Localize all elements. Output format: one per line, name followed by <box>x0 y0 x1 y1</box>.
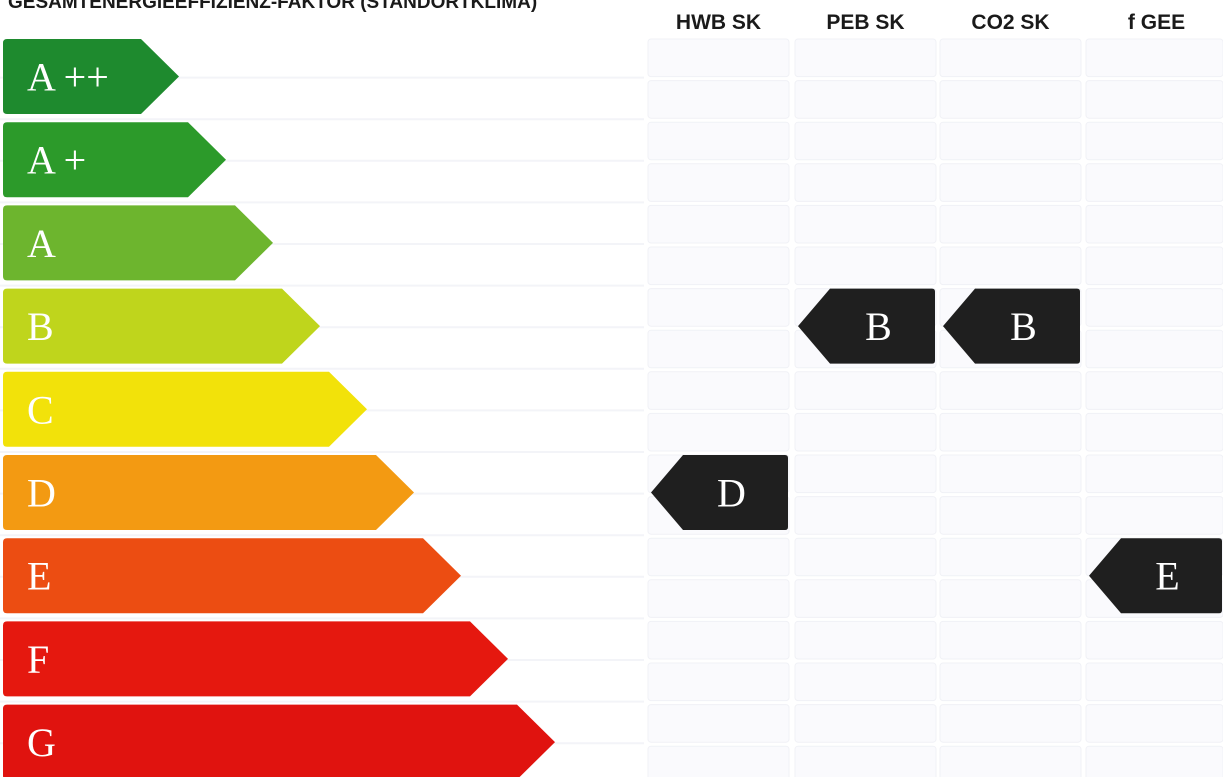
class-label-a: A <box>27 221 56 266</box>
grid-cell <box>794 662 937 702</box>
grid-cell <box>939 204 1082 244</box>
grid-cell <box>939 496 1082 535</box>
grid-cell <box>939 745 1082 777</box>
grid-cell <box>794 704 937 743</box>
grid-cell <box>794 163 937 202</box>
grid-cell <box>794 246 937 286</box>
grid-cell <box>794 121 937 161</box>
column-header-peb-sk: PEB SK <box>826 11 904 34</box>
rating-marker-label-co2-sk: B <box>1010 304 1037 349</box>
class-bar-c <box>3 371 367 447</box>
rating-marker-label-f-gee: E <box>1155 554 1179 599</box>
class-bar-a-plusplus <box>3 39 179 114</box>
grid-cell <box>647 246 790 286</box>
rating-markers: D B B E <box>651 288 1222 614</box>
grid-cell <box>939 579 1082 618</box>
grid-cell <box>647 745 790 777</box>
grid-cell <box>939 38 1082 78</box>
class-bar-b <box>3 288 320 364</box>
column-header-f-gee: f GEE <box>1128 11 1185 34</box>
class-bar-a <box>3 205 273 281</box>
rating-marker-label-hwb-sk: D <box>717 471 746 516</box>
grid-cell <box>1085 246 1223 286</box>
grid-cell <box>939 620 1082 660</box>
grid-cell <box>647 288 790 327</box>
grid-cell <box>939 662 1082 702</box>
grid-cell <box>1085 704 1223 743</box>
grid-cell <box>939 246 1082 286</box>
grid-cell <box>647 38 790 78</box>
grid-cell <box>939 704 1082 743</box>
grid-cell <box>647 537 790 577</box>
rating-marker-hwb-sk <box>651 455 788 530</box>
rating-marker-co2-sk <box>943 288 1080 364</box>
class-label-a-plusplus: A ++ <box>27 55 109 100</box>
rating-marker-peb-sk <box>798 288 935 364</box>
grid-cell <box>1085 80 1223 119</box>
grid-cell <box>647 620 790 660</box>
class-bar-f <box>3 621 508 697</box>
grid-cell <box>794 412 937 452</box>
grid-cell <box>1085 204 1223 244</box>
class-bar-e <box>3 538 461 614</box>
class-label-c: C <box>27 387 54 432</box>
grid-cell <box>647 579 790 618</box>
grid-cell <box>647 662 790 702</box>
class-bar-g <box>3 704 555 777</box>
grid-cell <box>1085 288 1223 327</box>
grid-cell <box>647 80 790 119</box>
grid-cell <box>1085 454 1223 494</box>
column-headers: HWB SK PEB SK CO2 SK f GEE <box>676 11 1185 34</box>
class-bar-d <box>3 455 414 530</box>
grid-cell <box>647 371 790 410</box>
grid-cell <box>647 412 790 452</box>
grid-cell <box>1085 745 1223 777</box>
grid-cell <box>794 745 937 777</box>
grid-cell <box>794 496 937 535</box>
grid-cell <box>939 80 1082 119</box>
class-label-g: G <box>27 720 56 765</box>
grid-cell <box>794 454 937 494</box>
grid-cell <box>647 704 790 743</box>
grid-cell <box>1085 496 1223 535</box>
grid-cell <box>1085 620 1223 660</box>
grid-cell <box>939 412 1082 452</box>
class-label-b: B <box>27 304 54 349</box>
grid-cell <box>647 121 790 161</box>
class-label-e: E <box>27 554 51 599</box>
grid-cell <box>939 371 1082 410</box>
grid-cell <box>1085 329 1223 369</box>
grid-cell <box>1085 121 1223 161</box>
class-label-d: D <box>27 471 56 516</box>
class-bar-a-plus <box>3 122 226 198</box>
grid-cell <box>794 620 937 660</box>
grid-cell <box>939 454 1082 494</box>
grid-cell <box>794 371 937 410</box>
grid-cell <box>794 579 937 618</box>
grid-cell <box>794 537 937 577</box>
class-label-a-plus: A + <box>27 138 86 183</box>
grid-cell <box>794 80 937 119</box>
grid-cell <box>647 329 790 369</box>
class-label-f: F <box>27 637 49 682</box>
grid-cell <box>1085 412 1223 452</box>
grid-cell <box>794 204 937 244</box>
rating-marker-label-peb-sk: B <box>865 304 892 349</box>
grid-cell <box>1085 371 1223 410</box>
grid-cell <box>1085 662 1223 702</box>
grid-cell <box>1085 38 1223 78</box>
grid-cell <box>939 163 1082 202</box>
chart-title: GESAMTENERGIEEFFIZIENZ-FAKTOR (STANDORTK… <box>8 0 537 13</box>
rating-marker-f-gee <box>1089 538 1222 614</box>
column-header-hwb-sk: HWB SK <box>676 11 761 34</box>
grid-cell <box>939 121 1082 161</box>
column-header-co2-sk: CO2 SK <box>971 11 1049 34</box>
grid-cell <box>647 204 790 244</box>
grid-cell <box>1085 163 1223 202</box>
grid-cell <box>794 38 937 78</box>
grid-cell <box>939 537 1082 577</box>
grid-cell <box>647 163 790 202</box>
